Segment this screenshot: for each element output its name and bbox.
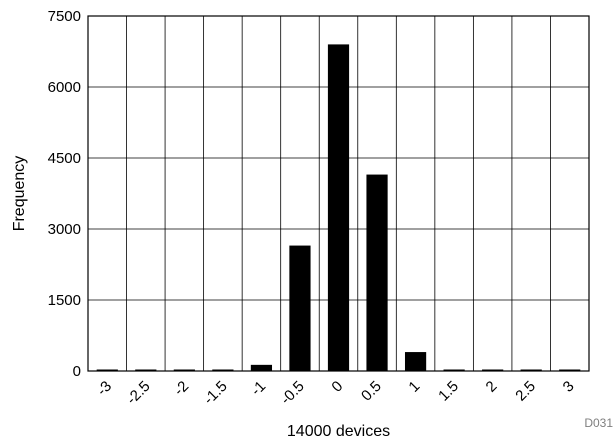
bar-3 <box>559 369 581 371</box>
y-tick-labels: 0 1500 3000 4500 6000 7500 <box>48 8 81 380</box>
y-tick-label: 4500 <box>48 150 81 167</box>
bar--2.5 <box>135 369 157 371</box>
figure-tag: D031 <box>584 416 613 430</box>
plot-frame <box>87 15 590 372</box>
x-tick-label: -3 <box>94 378 115 399</box>
bar-0.5 <box>366 174 388 371</box>
x-tick-label: -1.5 <box>200 378 230 408</box>
x-tick-label: -2.5 <box>123 378 153 408</box>
bar-0 <box>327 44 350 372</box>
y-axis-title: Frequency <box>11 156 28 232</box>
bar-1.5 <box>443 369 465 371</box>
y-tick-label: 1500 <box>48 292 81 309</box>
x-tick-label: 1.5 <box>435 378 462 405</box>
x-tick-label: -0.5 <box>277 378 307 408</box>
x-tick-label: 3 <box>560 378 578 396</box>
bar--2 <box>173 369 195 371</box>
y-tick-label: 3000 <box>48 221 81 238</box>
x-tick-label: 2 <box>483 378 501 396</box>
x-tick-label: -1 <box>248 378 269 399</box>
x-tick-label: 1 <box>405 378 423 396</box>
bar--1.5 <box>212 369 234 371</box>
bar--0.5 <box>289 245 311 371</box>
x-tick-label: 0 <box>328 378 346 396</box>
x-tick-labels: -3 -2.5 -2 -1.5 -1 -0.5 0 0.5 1 1.5 2 2.5 3 <box>94 378 578 408</box>
bar-2 <box>482 369 504 371</box>
bar-1 <box>404 352 427 371</box>
bar--1 <box>250 364 273 371</box>
x-tick-label: -2 <box>171 378 192 399</box>
x-tick-label: 2.5 <box>512 378 539 405</box>
x-tick-label: 0.5 <box>358 378 385 405</box>
bars <box>96 44 581 372</box>
y-tick-label: 7500 <box>48 8 81 25</box>
y-tick-label: 0 <box>73 363 81 380</box>
bar--3 <box>96 369 118 371</box>
bar-2.5 <box>520 369 542 371</box>
y-tick-label: 6000 <box>48 79 81 96</box>
x-axis-title: 14000 devices <box>287 423 390 440</box>
